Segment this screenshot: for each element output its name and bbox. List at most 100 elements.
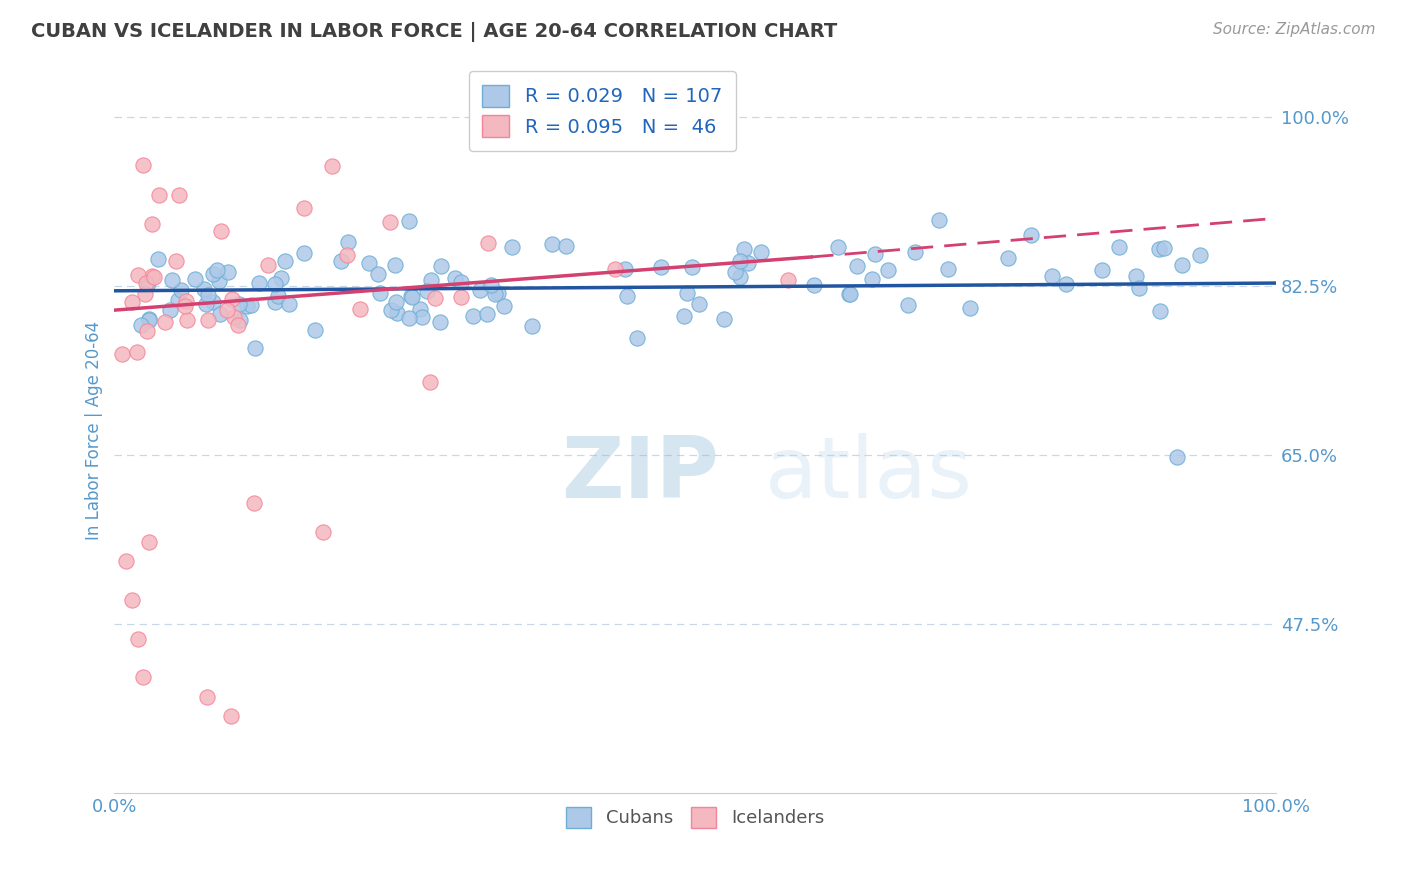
Point (135, 276, 157, 290)
Point (236, 299, 259, 313)
Point (444, 271, 467, 285)
Point (420, 273, 443, 287)
Point (121, 593, 143, 607)
Point (425, 291, 447, 305)
Point (209, 307, 232, 321)
Point (378, 215, 401, 229)
Point (897, 298, 920, 312)
Point (450, 290, 472, 304)
Point (239, 298, 262, 312)
Point (202, 294, 225, 309)
Point (367, 267, 389, 281)
Point (626, 331, 648, 345)
Point (127, 345, 149, 359)
Point (278, 297, 301, 311)
Point (1125, 268, 1147, 283)
Point (681, 260, 703, 275)
Point (167, 293, 190, 307)
Point (520, 318, 543, 333)
Point (142, 269, 165, 284)
Point (194, 296, 217, 310)
Point (159, 303, 181, 318)
Point (197, 288, 219, 302)
Point (221, 292, 243, 306)
Point (733, 242, 755, 256)
Point (165, 254, 187, 268)
Text: atlas: atlas (765, 433, 973, 516)
Point (398, 310, 420, 325)
Point (419, 376, 441, 390)
Point (357, 256, 380, 270)
Point (411, 310, 433, 324)
Point (401, 290, 423, 304)
Point (127, 268, 149, 283)
Point (208, 274, 231, 288)
Y-axis label: In Labor Force | Age 20-64: In Labor Force | Age 20-64 (86, 321, 103, 541)
Point (501, 240, 523, 254)
Point (138, 311, 160, 326)
Point (904, 245, 927, 260)
Point (111, 346, 134, 360)
Point (312, 525, 335, 540)
Point (132, 670, 155, 684)
Point (401, 289, 423, 303)
Point (264, 277, 287, 291)
Point (555, 239, 578, 253)
Point (384, 258, 406, 272)
Point (245, 341, 267, 355)
Point (141, 268, 163, 283)
Point (776, 273, 799, 287)
Point (219, 709, 242, 723)
Point (724, 265, 747, 279)
Point (243, 496, 266, 510)
Point (1019, 227, 1042, 242)
Point (202, 267, 225, 281)
Point (170, 284, 193, 298)
Point (997, 251, 1019, 265)
Point (321, 159, 343, 173)
Point (368, 285, 391, 300)
Point (936, 261, 959, 276)
Point (409, 301, 432, 316)
Point (728, 254, 751, 268)
Point (174, 299, 197, 313)
Point (860, 272, 883, 286)
Point (492, 299, 515, 313)
Point (672, 310, 695, 324)
Text: CUBAN VS ICELANDER IN LABOR FORCE | AGE 20-64 CORRELATION CHART: CUBAN VS ICELANDER IN LABOR FORCE | AGE … (31, 22, 837, 42)
Point (484, 287, 506, 301)
Point (1153, 241, 1175, 255)
Point (167, 187, 190, 202)
Point (215, 302, 238, 317)
Point (132, 158, 155, 172)
Point (134, 286, 156, 301)
Point (486, 285, 509, 300)
Point (845, 259, 868, 273)
Point (380, 303, 402, 318)
Point (430, 259, 453, 273)
Point (650, 260, 672, 275)
Point (146, 252, 169, 266)
Point (195, 690, 218, 704)
Point (675, 285, 697, 300)
Point (136, 276, 159, 290)
Point (1166, 450, 1188, 464)
Point (877, 263, 900, 277)
Text: Source: ZipAtlas.com: Source: ZipAtlas.com (1212, 22, 1375, 37)
Point (385, 305, 408, 319)
Point (461, 309, 484, 323)
Point (541, 237, 564, 252)
Point (928, 212, 950, 227)
Point (228, 297, 250, 311)
Point (217, 265, 239, 279)
Point (226, 318, 249, 333)
Point (292, 246, 315, 260)
Point (136, 324, 159, 338)
Point (1189, 248, 1212, 262)
Point (749, 244, 772, 259)
Point (176, 312, 198, 326)
Point (148, 187, 170, 202)
Point (247, 276, 270, 290)
Point (385, 294, 408, 309)
Point (184, 272, 207, 286)
